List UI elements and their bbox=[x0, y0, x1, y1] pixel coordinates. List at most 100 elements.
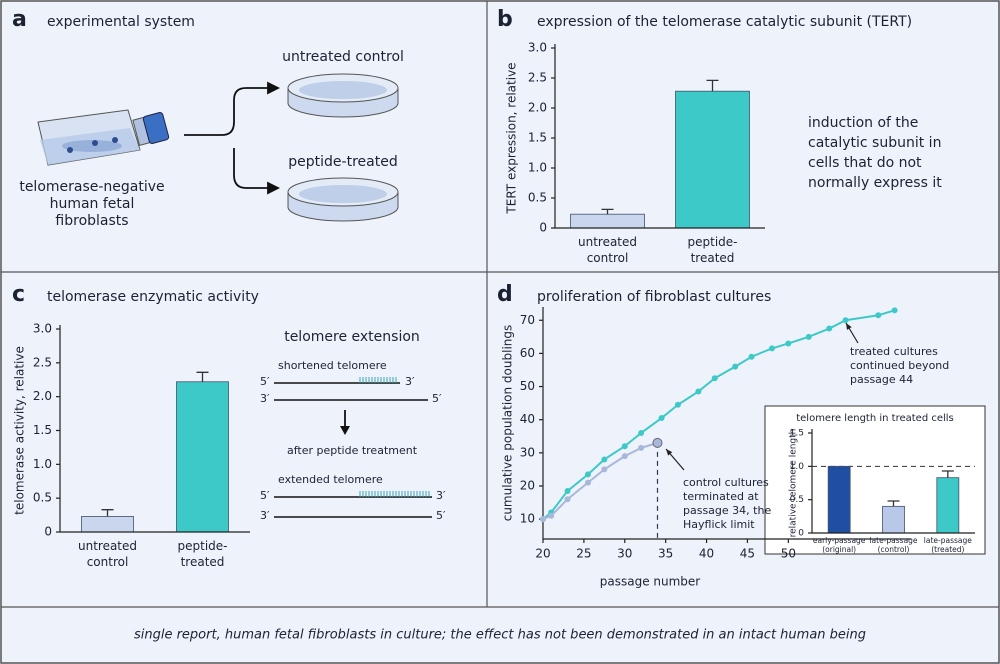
error-bar bbox=[941, 470, 954, 478]
data-point bbox=[601, 466, 608, 473]
annotation-arrowhead bbox=[666, 449, 673, 456]
end-label: 3′ bbox=[405, 375, 415, 388]
data-point bbox=[540, 516, 546, 523]
source-label: fibroblasts bbox=[55, 213, 128, 229]
x-tick-label: 25 bbox=[576, 547, 591, 561]
data-point bbox=[584, 479, 591, 486]
bar bbox=[176, 381, 229, 533]
series-line bbox=[542, 441, 658, 521]
end-label: 3′ bbox=[260, 392, 270, 405]
end-label: 5′ bbox=[260, 489, 270, 502]
y-tick-label: 2.0 bbox=[528, 101, 547, 115]
y-axis-label: relative telomere length bbox=[789, 429, 799, 538]
bar bbox=[570, 213, 645, 229]
x-tick-label: late-passage bbox=[924, 536, 972, 545]
chart-title: expression of the telomerase catalytic s… bbox=[537, 14, 912, 30]
y-axis-label: cumulative population doublings bbox=[501, 325, 515, 522]
panel-title: experimental system bbox=[47, 14, 195, 30]
y-tick-label: 2.5 bbox=[528, 71, 547, 85]
annotation: treated cultures bbox=[850, 345, 938, 358]
strand bbox=[274, 382, 428, 401]
data-point bbox=[638, 444, 645, 451]
repeats bbox=[359, 377, 397, 383]
panel-letter: c bbox=[12, 282, 25, 307]
end-label: 5′ bbox=[432, 392, 442, 405]
error-bar bbox=[101, 509, 114, 517]
note: induction of the bbox=[808, 115, 918, 131]
data-point bbox=[652, 437, 663, 448]
arrow bbox=[340, 410, 350, 435]
x-tick-label: (control) bbox=[878, 545, 910, 554]
y-tick-label: 1.5 bbox=[33, 423, 52, 437]
annotation: passage 34, the bbox=[683, 504, 771, 517]
flask bbox=[37, 109, 170, 166]
x-tick-label: control bbox=[587, 251, 629, 265]
data-point bbox=[638, 429, 645, 436]
x-tick-label: untreated bbox=[578, 235, 637, 249]
y-tick-label: 1.0 bbox=[33, 457, 52, 471]
y-tick-label: 2.0 bbox=[33, 389, 52, 403]
x-tick-label: treated bbox=[181, 555, 225, 569]
x-tick-label: 20 bbox=[535, 547, 550, 561]
panel-letter: a bbox=[12, 7, 27, 32]
data-point bbox=[601, 456, 608, 463]
x-tick-label: untreated bbox=[78, 539, 137, 553]
data-point bbox=[658, 415, 665, 422]
y-tick-label: 20 bbox=[520, 478, 535, 492]
strand bbox=[274, 496, 432, 518]
repeats bbox=[359, 491, 430, 497]
annotation: continued beyond bbox=[850, 359, 949, 372]
x-tick-label: 35 bbox=[658, 547, 673, 561]
y-tick-label: 60 bbox=[520, 346, 535, 360]
y-tick-label: 3.0 bbox=[33, 322, 52, 336]
chart-title: telomerase enzymatic activity bbox=[47, 289, 259, 305]
note: cells that do not bbox=[808, 155, 922, 171]
group-label: peptide-treated bbox=[288, 154, 397, 170]
x-tick-label: early-passage bbox=[813, 536, 866, 545]
axis bbox=[542, 307, 911, 540]
y-tick-label: 3.0 bbox=[528, 41, 547, 55]
note: catalytic subunit in bbox=[808, 135, 941, 151]
annotation-arrowhead bbox=[846, 323, 852, 330]
x-tick-label: treated bbox=[691, 251, 735, 265]
data-point bbox=[548, 512, 555, 519]
y-tick-label: 1.5 bbox=[528, 131, 547, 145]
data-point bbox=[564, 487, 571, 494]
data-point bbox=[891, 307, 898, 314]
end-label: 3′ bbox=[436, 489, 446, 502]
data-point bbox=[621, 443, 628, 450]
y-tick-label: 50 bbox=[520, 379, 535, 393]
data-point bbox=[695, 388, 702, 395]
x-tick-label: 45 bbox=[740, 547, 755, 561]
y-tick-label: 1.0 bbox=[528, 161, 547, 175]
y-tick-label: 1.5 bbox=[790, 429, 804, 439]
source-label: human fetal bbox=[50, 196, 135, 212]
data-point bbox=[732, 363, 739, 370]
x-tick-label: 30 bbox=[617, 547, 632, 561]
x-tick-label: peptide- bbox=[178, 539, 228, 553]
axis bbox=[59, 325, 250, 533]
group-label: untreated control bbox=[282, 49, 404, 65]
error-bar bbox=[196, 371, 209, 382]
data-point bbox=[785, 340, 792, 347]
x-tick-label: (original) bbox=[822, 545, 856, 554]
y-tick-label: 70 bbox=[520, 313, 535, 327]
y-tick-label: 0.5 bbox=[33, 491, 52, 505]
branch-arrow bbox=[184, 81, 281, 195]
data-point bbox=[768, 345, 775, 352]
y-tick-label: 2.5 bbox=[33, 355, 52, 369]
end-label: 3′ bbox=[260, 509, 270, 522]
data-point bbox=[711, 375, 718, 382]
x-tick-label: late-passage bbox=[869, 536, 917, 545]
axis bbox=[554, 44, 765, 229]
y-tick-label: 40 bbox=[520, 412, 535, 426]
annotation: passage 44 bbox=[850, 373, 913, 386]
bar bbox=[936, 477, 960, 534]
footer: single report, human fetal fibroblasts i… bbox=[134, 628, 866, 643]
y-tick-label: 0.5 bbox=[528, 191, 547, 205]
panel-letter: d bbox=[497, 282, 513, 307]
x-tick-label: (treated) bbox=[931, 545, 964, 554]
source-label: telomerase-negative bbox=[19, 179, 164, 195]
